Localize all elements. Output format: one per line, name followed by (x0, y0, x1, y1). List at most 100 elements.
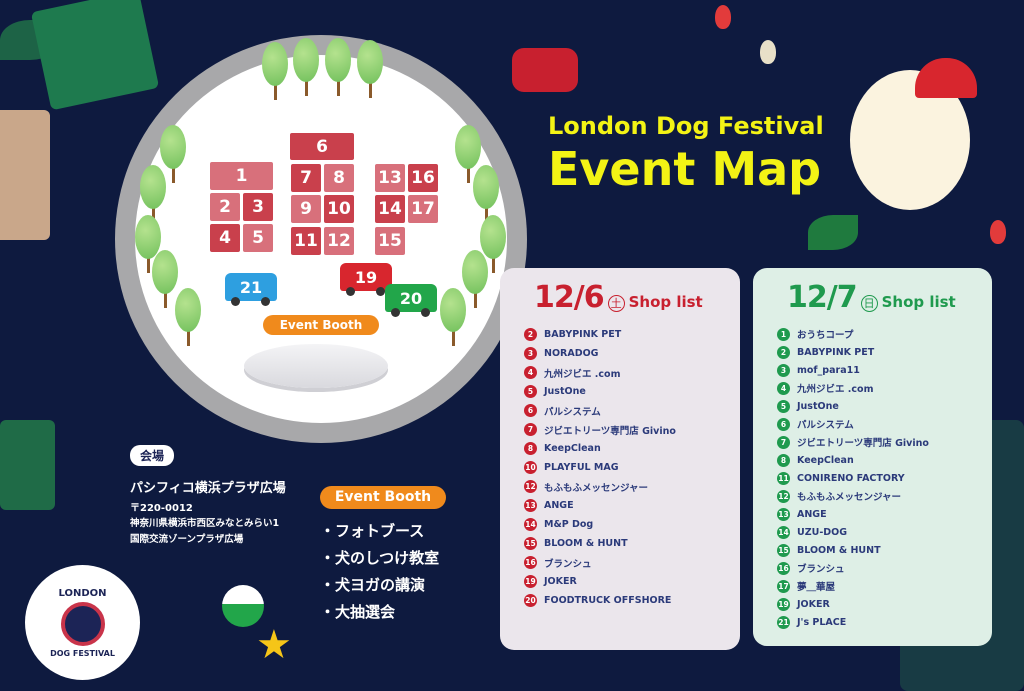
shop-name: NORADOG (544, 348, 599, 359)
shop-number-badge: 13 (524, 499, 537, 512)
shop-number-badge: 4 (777, 381, 790, 395)
tree-icon (175, 288, 201, 346)
shop-name: CONIRENO FACTORY (797, 472, 905, 484)
light-bulb-icon (715, 5, 731, 29)
shop-number-badge: 20 (524, 594, 537, 607)
shop-name: おうちコープ (797, 330, 854, 341)
booth-7: 7 (291, 164, 321, 192)
shop-name: 夢＿華屋 (797, 582, 836, 593)
shop-row: 16 ブランシュ (777, 559, 992, 577)
shop-row: 8 KeepClean (524, 439, 740, 458)
shop-number-badge: 8 (524, 442, 537, 455)
gift-box-decoration (0, 110, 50, 240)
shop-row: 14 UZU-DOG (777, 523, 992, 541)
venue-postal: 〒220-0012 (130, 503, 193, 514)
shop-row: 16 ブランシュ (524, 553, 740, 572)
tree-icon (357, 40, 383, 98)
shop-number-badge: 7 (524, 423, 537, 436)
shop-number-badge: 10 (524, 461, 537, 474)
tree-icon (262, 42, 288, 100)
tree-icon (462, 250, 488, 308)
shop-row: 17 夢＿華屋 (777, 577, 992, 595)
shop-number-badge: 6 (777, 417, 790, 431)
shop-number-badge: 12 (777, 489, 790, 503)
venue-address1: 神奈川県横浜市西区みなとみらい1 (130, 518, 280, 529)
day2-shops: 1 おうちコープ 2 BABYPINK PET 3 mof_para11 4 九州ジビエ .c… (777, 325, 992, 631)
booth-13: 13 (375, 164, 405, 192)
booth-14: 14 (375, 195, 405, 223)
venue-label: 会場 (130, 445, 175, 466)
shop-row: 5 JustOne (777, 397, 992, 415)
booth-2: 2 (210, 193, 240, 221)
shop-row: 15 BLOOM & HUNT (777, 541, 992, 559)
shop-row: 2 BABYPINK PET (777, 343, 992, 361)
tree-icon (160, 125, 186, 183)
shop-number-badge: 5 (777, 399, 790, 413)
day1-shop-list-label: Shop list (628, 293, 703, 311)
foodtruck-20: 20 (385, 284, 437, 317)
shop-name: ANGE (797, 508, 827, 520)
booth-4: 4 (210, 224, 240, 252)
shop-name: もふもふメッセンジャー (797, 492, 902, 503)
light-bulb-icon (760, 40, 776, 64)
day2-shop-list-label: Shop list (881, 293, 956, 311)
shop-row: 4 九州ジビエ .com (777, 379, 992, 397)
foodtruck-21: 21 (225, 273, 277, 306)
shop-number-badge: 19 (777, 597, 790, 611)
event-booth-map-label: Event Booth (263, 315, 379, 335)
shop-number-badge: 6 (524, 404, 537, 417)
tree-icon (480, 215, 506, 273)
shop-row: 4 九州ジビエ .com (524, 363, 740, 382)
booth-10: 10 (324, 195, 354, 223)
tree-icon (325, 38, 351, 96)
shop-number-badge: 2 (524, 328, 537, 341)
shop-row: 12 もふもふメッセンジャー (777, 487, 992, 505)
shop-name: KeepClean (544, 443, 601, 454)
shop-number-badge: 14 (524, 518, 537, 531)
event-item: ・大抽選会 (320, 603, 396, 621)
shop-name: JustOne (544, 386, 586, 397)
shop-name: UZU-DOG (797, 526, 848, 538)
shop-number-badge: 13 (777, 507, 790, 521)
shop-name: KeepClean (797, 454, 854, 466)
booth-6: 6 (290, 133, 354, 160)
shop-row: 3 NORADOG (524, 344, 740, 363)
title-line1: London Dog Festival (548, 112, 824, 140)
shop-row: 11 CONIRENO FACTORY (777, 469, 992, 487)
shop-name: BLOOM & HUNT (544, 538, 628, 549)
tree-icon (152, 250, 178, 308)
shop-number-badge: 21 (777, 615, 790, 629)
shop-row: 7 ジビエトリーツ専門店 Givino (777, 433, 992, 451)
gift-box-decoration (30, 0, 160, 111)
shop-name: もふもふメッセンジャー (544, 482, 649, 494)
shop-row: 12 もふもふメッセンジャー (524, 477, 740, 496)
shop-name: ブランシュ (797, 564, 845, 575)
shop-name: ANGE (544, 500, 574, 511)
booth-11: 11 (291, 227, 321, 255)
day1-date: 12/6 (534, 280, 605, 315)
shop-list-day2: 12/7 日 Shop list 1 おうちコープ 2 BABYPINK PET 3 mo… (753, 268, 992, 646)
day1-shops: 2 BABYPINK PET 3 NORADOG 4 九州ジビエ .com 5 JustOne… (524, 325, 740, 610)
shop-number-badge: 14 (777, 525, 790, 539)
shop-row: 14 M&P Dog (524, 515, 740, 534)
shop-name: パルシステム (544, 406, 601, 418)
shop-row: 19 JOKER (777, 595, 992, 613)
day2-date: 12/7 (787, 280, 858, 315)
shop-row: 6 パルシステム (777, 415, 992, 433)
day2-weekday: 日 (860, 294, 878, 312)
shop-name: JOKER (544, 576, 577, 587)
logo-text-top: LONDON (58, 587, 107, 599)
shop-row: 7 ジビエトリーツ専門店 Givino (524, 420, 740, 439)
shop-row: 13 ANGE (777, 505, 992, 523)
day1-weekday: 土 (607, 294, 625, 312)
shop-row: 21 J's PLACE (777, 613, 992, 631)
tree-icon (455, 125, 481, 183)
shop-number-badge: 19 (524, 575, 537, 588)
shop-name: FOODTRUCK OFFSHORE (544, 595, 672, 606)
tree-icon (473, 165, 499, 223)
booth-15: 15 (375, 227, 405, 255)
shop-name: 九州ジビエ .com (797, 384, 874, 395)
shop-name: JustOne (797, 400, 839, 412)
shop-number-badge: 1 (777, 327, 790, 341)
booth-3: 3 (243, 193, 273, 221)
